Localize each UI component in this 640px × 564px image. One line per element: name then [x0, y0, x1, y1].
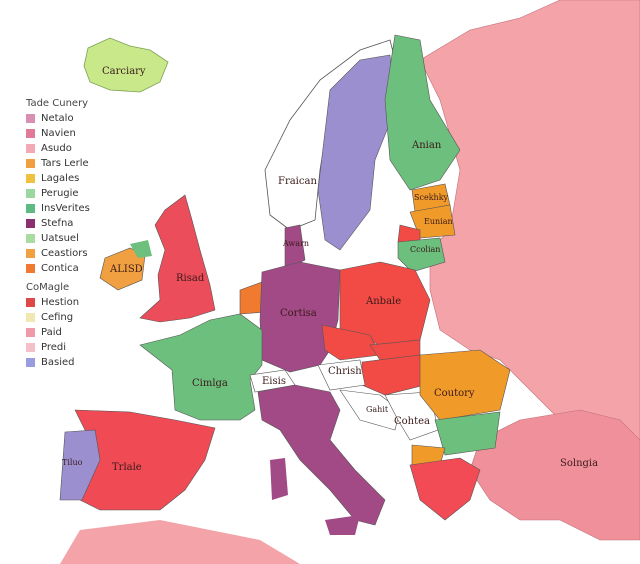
region-france[interactable] [139, 313, 263, 421]
region-ireland[interactable] [99, 247, 146, 291]
legend-item: Cefing [26, 310, 90, 325]
label-ireland: ALISD [109, 264, 143, 275]
legend-swatch [26, 204, 35, 213]
legend-item: Navien [26, 126, 90, 141]
legend-swatch [26, 219, 35, 228]
legend-swatch [26, 144, 35, 153]
legend-label: Tars Lerle [41, 158, 89, 169]
label-germany: Cortisa [280, 308, 317, 319]
label-norway: Fraican [278, 176, 317, 187]
region-bulgaria[interactable] [434, 411, 501, 456]
region-czechia[interactable] [321, 324, 381, 361]
label-poland: Anbale [365, 296, 401, 307]
legend-item: Hestion [26, 295, 90, 310]
legend-item: Predi [26, 340, 90, 355]
legend-label: Hestion [41, 297, 80, 308]
label-uk: Risad [176, 273, 205, 284]
region-finland[interactable] [384, 34, 461, 191]
legend-swatch [26, 249, 35, 258]
legend-item: Perugie [26, 186, 90, 201]
label-croatia: Gahit [366, 405, 389, 414]
legend-swatch [26, 129, 35, 138]
legend-swatch [26, 234, 35, 243]
region-greece[interactable] [409, 457, 481, 521]
legend-subtitle: CoMagle [26, 282, 70, 293]
region-romania[interactable] [419, 349, 511, 421]
region-austria[interactable] [317, 359, 366, 391]
region-iceland[interactable] [83, 37, 169, 93]
region-sicily[interactable] [325, 515, 360, 535]
label-estonia: Scekhky [414, 193, 449, 202]
region-uk[interactable] [139, 194, 216, 323]
label-spain: Trlale [112, 462, 142, 473]
legend-swatch [26, 343, 35, 352]
legend-label: Contica [41, 263, 79, 274]
legend-item: Asudo [26, 141, 90, 156]
legend-label: Stefna [41, 218, 74, 229]
region-hungary[interactable] [361, 354, 426, 396]
region-turkey[interactable] [469, 409, 640, 541]
legend-label: Lagales [41, 173, 80, 184]
legend-label: Asudo [41, 143, 72, 154]
label-romania: Coutory [434, 388, 475, 399]
legend-label: Navien [41, 128, 76, 139]
legend-swatch [26, 114, 35, 123]
legend-swatch [26, 313, 35, 322]
legend-label: Uatsuel [41, 233, 79, 244]
map-legend: Tade Cunery Netalo Navien Asudo Tars Lerle L… [26, 96, 90, 370]
legend-label: Ceastiors [41, 248, 88, 259]
label-lithuania: Ccolian [410, 245, 440, 254]
legend-item: Tars Lerle [26, 156, 90, 171]
legend-label: Perugie [41, 188, 79, 199]
legend-item: Ceastiors [26, 246, 90, 261]
label-turkey: Solngia [560, 458, 598, 469]
label-portugal: Tiluo [62, 458, 83, 467]
legend-label: Netalo [41, 113, 74, 124]
region-denmark[interactable] [284, 224, 306, 271]
legend-item: Uatsuel [26, 231, 90, 246]
legend-item: Contica [26, 261, 90, 276]
region-northern-ireland[interactable] [130, 240, 152, 258]
legend-swatch [26, 358, 35, 367]
label-latvia: Eunian [424, 217, 453, 226]
legend-label: Cefing [41, 312, 74, 323]
legend-swatch [26, 189, 35, 198]
label-serbia: Cohtea [394, 416, 430, 427]
region-sardinia[interactable] [270, 458, 288, 500]
label-austria: Chrish [328, 366, 362, 377]
region-italy[interactable] [257, 384, 386, 526]
legend-item: Stefna [26, 216, 90, 231]
legend-swatch [26, 298, 35, 307]
legend-label: InsVerites [41, 203, 90, 214]
region-croatia[interactable] [339, 389, 401, 431]
region-portugal[interactable] [59, 429, 101, 501]
label-iceland: Carciary [102, 66, 146, 77]
label-finland: Anian [411, 140, 442, 151]
legend-label: Basied [41, 357, 75, 368]
legend-label: Predi [41, 342, 67, 353]
label-denmark: Awarn [282, 239, 309, 248]
legend-item: Paid [26, 325, 90, 340]
region-north-africa [60, 520, 300, 564]
label-france: Cimlga [192, 378, 228, 389]
legend-item: Basied [26, 355, 90, 370]
label-switzerland: Eisis [262, 376, 286, 387]
legend-swatch [26, 159, 35, 168]
legend-item: Netalo [26, 111, 90, 126]
region-sweden[interactable] [317, 54, 396, 251]
region-lithuania[interactable] [397, 237, 446, 273]
legend-label: Paid [41, 327, 62, 338]
legend-title: Tade Cunery [26, 98, 89, 109]
legend-swatch [26, 174, 35, 183]
legend-swatch [26, 264, 35, 273]
legend-item: InsVerites [26, 201, 90, 216]
legend-swatch [26, 328, 35, 337]
legend-item: Lagales [26, 171, 90, 186]
